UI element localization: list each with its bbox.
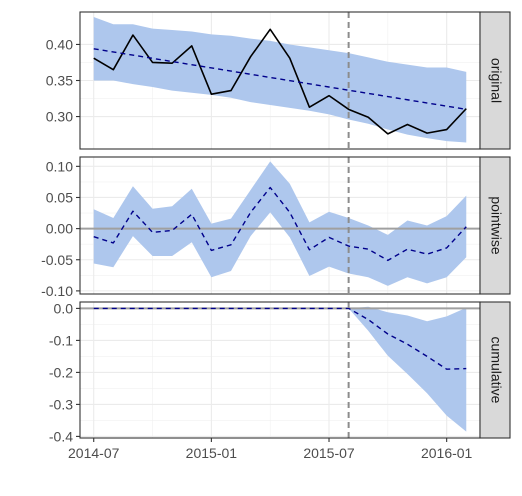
y-tick-label: -0.10 (41, 283, 73, 299)
y-tick-label: 0.10 (46, 158, 73, 174)
strip-cumulative (479, 301, 511, 439)
strip-label-cumulative: cumulative (488, 337, 504, 404)
y-tick-label: -0.3 (49, 396, 73, 412)
x-tick-label: 2015-07 (303, 445, 355, 461)
strip-original (479, 11, 511, 150)
y-tick-label: 0.05 (46, 189, 73, 205)
y-tick-label: 0.0 (54, 300, 74, 316)
confidence-band-pointwise (93, 161, 467, 286)
x-tick-label: 2015-01 (186, 445, 238, 461)
y-tick-label: 0.30 (46, 109, 73, 125)
y-tick-label: -0.05 (41, 252, 73, 268)
strip-label-pointwise: pointwise (488, 196, 504, 255)
x-tick-label: 2014-07 (68, 445, 120, 461)
y-tick-label: 0.00 (46, 221, 73, 237)
actual-line-original (93, 28, 467, 135)
y-tick-label: -0.1 (49, 332, 73, 348)
y-tick-label: 0.40 (46, 36, 73, 52)
predicted-line-pointwise (93, 186, 467, 262)
y-tick-label: -0.2 (49, 364, 73, 380)
strip-pointwise (479, 156, 511, 295)
x-tick-label: 2016-01 (421, 445, 473, 461)
confidence-band-original (93, 17, 467, 143)
y-tick-label: -0.4 (49, 428, 73, 444)
y-tick-label: 0.35 (46, 73, 73, 89)
strip-label-original: original (488, 58, 504, 103)
